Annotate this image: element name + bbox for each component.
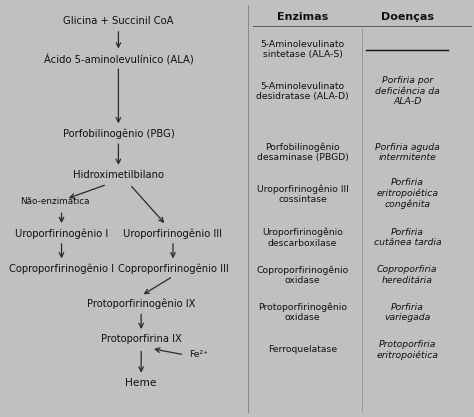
Text: Hidroximetilbilano: Hidroximetilbilano <box>73 170 164 180</box>
Text: Porfiria
cutânea tardia: Porfiria cutânea tardia <box>374 228 441 247</box>
Text: Coproporfirinogênio
oxidase: Coproporfirinogênio oxidase <box>256 265 349 285</box>
Text: Coproporfirinogênio I: Coproporfirinogênio I <box>9 264 114 274</box>
Text: Uroporfirinogênio III: Uroporfirinogênio III <box>124 228 222 239</box>
Text: Porfiria
eritropoiética
congênita: Porfiria eritropoiética congênita <box>376 178 438 209</box>
Text: Porfiria aguda
intermitente: Porfiria aguda intermitente <box>375 143 440 162</box>
Text: Fe²⁺: Fe²⁺ <box>189 350 208 359</box>
Text: Doenças: Doenças <box>381 13 434 23</box>
Text: Porfobilinogênio
desaminase (PBGD): Porfobilinogênio desaminase (PBGD) <box>257 143 348 162</box>
Text: 5-Aminolevulinato
desidratase (ALA-D): 5-Aminolevulinato desidratase (ALA-D) <box>256 82 349 101</box>
Text: Heme: Heme <box>126 378 157 388</box>
Text: Porfiria por
deficiência da
ALA-D: Porfiria por deficiência da ALA-D <box>375 76 440 106</box>
Text: Protoporfirina IX: Protoporfirina IX <box>100 334 182 344</box>
Text: Ferroquelatase: Ferroquelatase <box>268 345 337 354</box>
Text: Protoporfirinogênio IX: Protoporfirinogênio IX <box>87 299 195 309</box>
Text: Uroporfirinogênio
descarboxilase: Uroporfirinogênio descarboxilase <box>262 228 343 248</box>
Text: Enzimas: Enzimas <box>277 13 328 23</box>
Text: Protoporfirinogênio
oxidase: Protoporfirinogênio oxidase <box>258 302 347 322</box>
Text: Coproporfiria
hereditária: Coproporfiria hereditária <box>377 265 438 285</box>
Text: Não-enzimática: Não-enzimática <box>20 197 90 206</box>
Text: Uroporfirinogênio III
cossintase: Uroporfirinogênio III cossintase <box>257 184 348 204</box>
Text: Porfobilinogênio (PBG): Porfobilinogênio (PBG) <box>63 128 174 139</box>
Text: Uroporfirinogênio I: Uroporfirinogênio I <box>15 228 108 239</box>
Text: Porfiria
variegada: Porfiria variegada <box>384 303 430 322</box>
Text: Protoporfiria
eritropoiética: Protoporfiria eritropoiética <box>376 340 438 360</box>
Text: 5-Aminolevulinato
sintetase (ALA-S): 5-Aminolevulinato sintetase (ALA-S) <box>261 40 345 60</box>
Text: Coproporfirinogênio III: Coproporfirinogênio III <box>118 264 228 274</box>
Text: Glicina + Succinil CoA: Glicina + Succinil CoA <box>63 17 173 26</box>
Text: Ácido 5-aminolevulínico (ALA): Ácido 5-aminolevulínico (ALA) <box>44 53 193 65</box>
